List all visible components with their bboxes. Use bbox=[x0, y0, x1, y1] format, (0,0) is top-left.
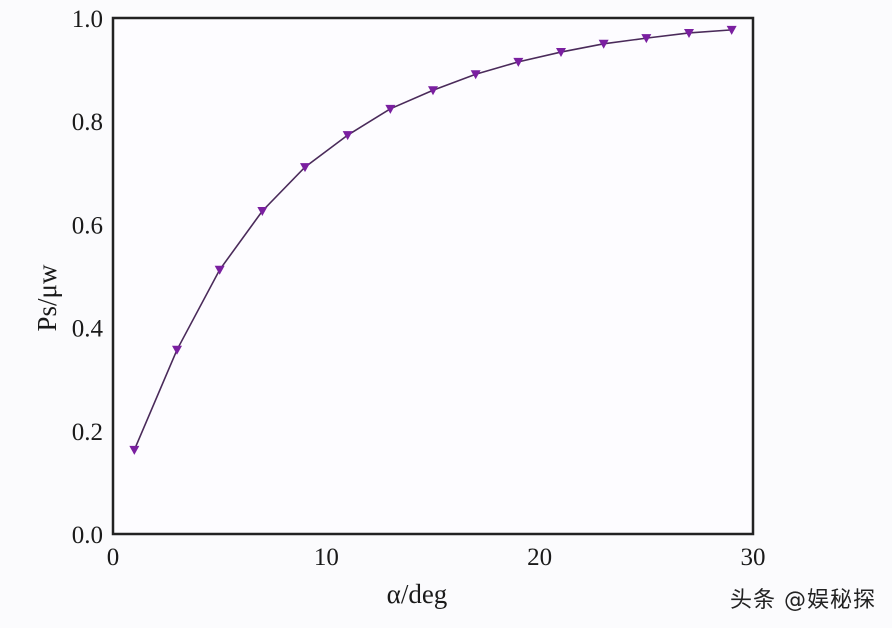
x-tick-label: 30 bbox=[741, 544, 766, 571]
x-tick-label: 10 bbox=[314, 544, 339, 571]
y-tick-label: 0.4 bbox=[72, 316, 104, 343]
plot-frame bbox=[111, 16, 755, 536]
data-point-marker bbox=[513, 57, 524, 67]
data-point-marker bbox=[470, 70, 481, 80]
y-tick-label: 0.0 bbox=[72, 522, 103, 549]
data-point-marker bbox=[684, 28, 694, 38]
data-markers bbox=[129, 25, 737, 455]
y-tick-label: 0.8 bbox=[72, 109, 103, 136]
x-tick-label: 0 bbox=[107, 544, 120, 571]
y-tick-label: 0.6 bbox=[72, 212, 103, 239]
data-point-marker bbox=[342, 131, 353, 141]
data-point-marker bbox=[726, 25, 737, 35]
x-tick-labels: 0 10 20 30 bbox=[107, 544, 766, 571]
y-tick-labels: 0.0 0.2 0.4 0.6 0.8 1.0 bbox=[72, 6, 104, 549]
data-point-marker bbox=[172, 345, 182, 355]
data-point-marker bbox=[129, 445, 140, 455]
data-point-marker bbox=[598, 39, 609, 49]
y-tick-label: 1.0 bbox=[72, 6, 103, 33]
data-point-marker bbox=[257, 206, 268, 216]
data-point-marker bbox=[428, 86, 438, 96]
data-point-marker bbox=[214, 265, 225, 275]
x-tick-label: 20 bbox=[527, 544, 552, 571]
data-point-marker bbox=[556, 48, 566, 58]
watermark: 头条 @娱秘探 bbox=[730, 588, 876, 613]
data-point-marker bbox=[641, 34, 652, 44]
data-point-marker bbox=[385, 104, 396, 114]
y-tick-label: 0.2 bbox=[72, 419, 103, 446]
data-point-marker bbox=[300, 163, 310, 173]
y-axis-label: Ps/μw bbox=[32, 264, 62, 332]
x-axis-label: α/deg bbox=[387, 579, 448, 609]
